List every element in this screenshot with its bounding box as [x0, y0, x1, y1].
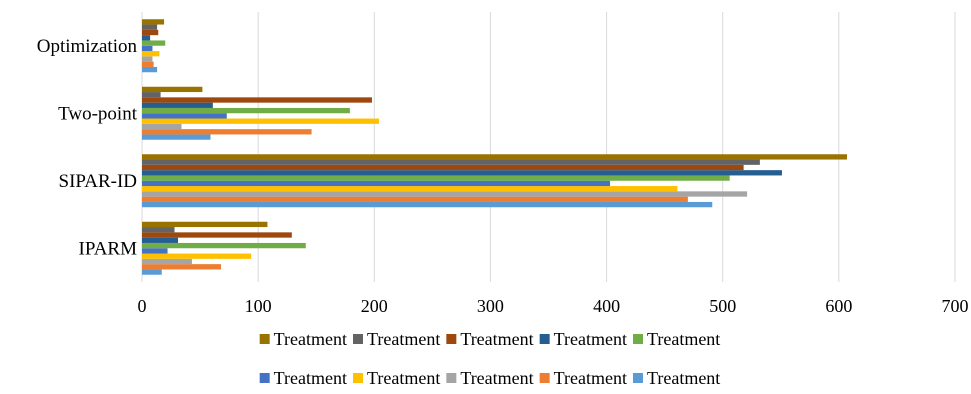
bar-iparm-series-6 [142, 242, 306, 249]
gridlines [141, 12, 956, 282]
bar-iparm-series-5 [142, 248, 168, 254]
bar-optimization-series-10 [142, 19, 165, 25]
legend-swatch [259, 373, 270, 383]
bar-iparm-series-2 [142, 264, 221, 270]
legend-swatch [446, 373, 457, 383]
bar-optimization-series-4 [142, 51, 160, 57]
legend-label: Treatment [367, 368, 440, 388]
legend-item: Treatment [446, 368, 534, 388]
bar-optimization-series-7 [142, 35, 151, 41]
legend-label: Treatment [554, 368, 627, 388]
legend-swatch [632, 373, 643, 383]
bar-two-point-series-3 [142, 123, 182, 130]
legend-item: Treatment [539, 329, 627, 349]
legend-item: Treatment [353, 329, 440, 349]
bar-two-point-series-10 [142, 86, 203, 93]
bar-iparm-series-7 [142, 237, 178, 243]
legend-label: Treatment [647, 329, 720, 349]
bar-sipar-id-series-3 [142, 191, 748, 197]
legend-item: Treatment [632, 368, 720, 388]
legend-label: Treatment [274, 329, 347, 349]
bar-two-point-series-5 [142, 113, 227, 119]
bar-two-point-series-6 [142, 107, 350, 114]
legend-item: Treatment [632, 329, 720, 349]
bar-iparm-series-8 [142, 232, 292, 238]
legend-item: Treatment [446, 329, 534, 349]
category-label: SIPAR-ID [59, 171, 138, 192]
x-tick-label: 200 [361, 296, 388, 316]
bar-optimization-series-5 [142, 45, 153, 52]
x-tick-label: 100 [245, 296, 272, 316]
bar-sipar-id-series-6 [142, 175, 730, 181]
bar-sipar-id-series-7 [142, 170, 782, 176]
bar-two-point-series-7 [142, 102, 213, 108]
bar-two-point-series-9 [142, 92, 161, 98]
legend-item: Treatment [353, 368, 440, 388]
bar-two-point-series-8 [142, 97, 372, 103]
legend-swatch [539, 373, 550, 383]
x-tick-label: 0 [138, 296, 147, 316]
legend-item: Treatment [539, 368, 627, 388]
bar-sipar-id-series-10 [142, 154, 847, 160]
bar-iparm-series-10 [142, 221, 268, 228]
bar-optimization-series-6 [142, 40, 166, 46]
x-tick-label: 400 [593, 296, 620, 316]
legend-swatch [353, 373, 364, 383]
x-tick-label: 600 [825, 296, 852, 316]
bar-iparm-series-4 [142, 253, 252, 259]
x-axis-tick-labels: 0 100 200 300 400 500 600 700 [138, 296, 969, 316]
legend-label: Treatment [367, 329, 440, 349]
legend-swatch [446, 334, 457, 344]
legend-label: Treatment [274, 368, 347, 388]
legend-label: Treatment [460, 329, 533, 349]
bars [142, 19, 847, 275]
bar-sipar-id-series-9 [142, 159, 760, 165]
legend-swatch [259, 334, 270, 344]
bar-two-point-series-2 [142, 129, 312, 135]
bar-sipar-id-series-1 [142, 201, 713, 208]
bar-sipar-id-series-5 [142, 180, 611, 187]
legend-label: Treatment [647, 368, 720, 388]
category-label: Two-point [58, 103, 138, 124]
category-label: Optimization [37, 36, 138, 57]
bar-iparm-series-3 [142, 258, 192, 265]
bar-two-point-series-1 [142, 134, 211, 140]
bar-optimization-series-1 [142, 66, 158, 73]
bar-optimization-series-8 [142, 29, 159, 36]
legend: Treatment Treatment Treatment Treatment Trea… [259, 329, 720, 388]
bar-iparm-series-9 [142, 227, 175, 233]
x-tick-label: 500 [709, 296, 736, 316]
bar-optimization-series-2 [142, 61, 154, 67]
bar-optimization-series-9 [142, 24, 158, 30]
legend-label: Treatment [460, 368, 533, 388]
bar-optimization-series-3 [142, 56, 153, 62]
x-tick-label: 700 [942, 296, 969, 316]
legend-swatch [632, 334, 643, 344]
bar-sipar-id-series-2 [142, 196, 688, 202]
bar-sipar-id-series-8 [142, 164, 744, 171]
legend-item: Treatment [259, 329, 347, 349]
legend-label: Treatment [554, 329, 627, 349]
legend-swatch [539, 334, 550, 344]
bar-two-point-series-4 [142, 118, 379, 124]
x-tick-label: 300 [477, 296, 504, 316]
legend-swatch [353, 334, 364, 344]
bar-iparm-series-1 [142, 269, 162, 275]
legend-item: Treatment [259, 368, 347, 388]
bar-sipar-id-series-4 [142, 186, 678, 192]
category-label: IPARM [79, 238, 138, 259]
category-labels: IPARM SIPAR-ID Two-point Optimization [37, 36, 138, 260]
